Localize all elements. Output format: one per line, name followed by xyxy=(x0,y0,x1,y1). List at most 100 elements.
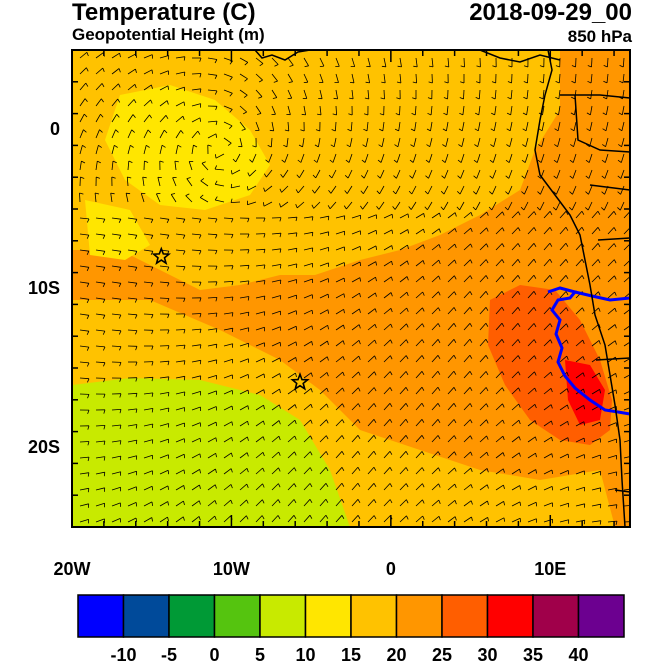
wind-barb xyxy=(605,137,609,147)
wind-barb xyxy=(167,361,170,366)
wind-barb xyxy=(383,467,391,475)
wind-barb xyxy=(598,340,601,345)
wind-barb xyxy=(271,388,280,395)
wind-barb xyxy=(389,451,393,455)
wind-barb xyxy=(271,373,280,379)
wind-barb xyxy=(166,100,169,105)
wind-barb xyxy=(613,211,617,215)
wind-barb xyxy=(537,159,542,163)
wind-barb xyxy=(79,265,89,268)
wind-barb xyxy=(460,169,465,179)
wind-barb xyxy=(111,329,122,332)
wind-barb xyxy=(326,356,329,361)
wind-barb xyxy=(463,338,471,347)
wind-barb xyxy=(475,201,481,211)
wind-barb xyxy=(444,169,449,179)
wind-barb xyxy=(519,485,521,490)
wind-barb xyxy=(399,73,402,84)
wind-barb xyxy=(167,314,170,319)
wind-barb xyxy=(527,436,536,443)
wind-barb xyxy=(623,374,630,379)
wind-barb xyxy=(607,324,616,331)
wind-barb xyxy=(410,201,417,210)
wind-barb xyxy=(506,144,510,148)
wind-barb xyxy=(543,242,551,251)
wind-barb xyxy=(367,89,370,100)
wind-barb xyxy=(247,296,250,301)
wind-barb xyxy=(351,277,361,283)
wind-barb xyxy=(215,422,217,427)
wind-barb xyxy=(414,121,417,131)
wind-barb xyxy=(311,189,315,194)
wind-barb xyxy=(486,435,489,440)
wind-barb xyxy=(159,516,168,523)
wind-barb xyxy=(111,281,121,284)
wind-barb xyxy=(127,129,133,139)
wind-barb xyxy=(303,278,313,283)
wind-barb xyxy=(392,206,396,210)
wind-barb xyxy=(223,499,232,507)
wind-barb xyxy=(150,251,154,255)
wind-barb xyxy=(287,483,295,491)
wind-barb xyxy=(525,121,529,131)
wind-barb xyxy=(299,169,305,178)
wind-barb xyxy=(507,201,513,211)
wind-barb xyxy=(412,97,417,100)
wind-barb xyxy=(502,211,505,216)
wind-barb xyxy=(559,420,568,427)
wind-barb xyxy=(428,169,433,179)
wind-barb xyxy=(527,243,535,251)
wind-barb xyxy=(375,261,377,266)
wind-barb xyxy=(373,499,377,504)
wind-barb xyxy=(150,235,154,240)
wind-barb xyxy=(127,145,131,155)
wind-barb xyxy=(443,112,448,116)
wind-barb xyxy=(373,515,377,520)
wind-barb xyxy=(215,183,225,187)
wind-barb xyxy=(118,68,121,73)
wind-barb xyxy=(555,65,560,68)
wind-barb xyxy=(359,308,361,313)
wind-barb xyxy=(335,246,345,251)
wind-barb xyxy=(102,67,105,72)
wind-barb xyxy=(207,359,217,363)
wind-barb xyxy=(585,159,590,163)
wind-barb xyxy=(247,201,257,206)
wind-barb xyxy=(95,161,98,171)
wind-barb xyxy=(303,435,311,443)
wind-barb xyxy=(421,467,425,472)
wind-barb xyxy=(582,339,585,344)
wind-barb xyxy=(383,260,392,267)
wind-barb xyxy=(119,456,122,461)
wind-barb xyxy=(495,322,503,331)
wind-barb xyxy=(632,358,633,362)
wind-barb xyxy=(175,217,185,220)
wind-barb xyxy=(438,244,441,249)
wind-barb xyxy=(459,97,464,100)
wind-barb xyxy=(543,323,551,331)
wind-barb xyxy=(183,376,186,381)
wind-barb xyxy=(223,327,233,331)
wind-barb xyxy=(239,342,249,347)
wind-barb xyxy=(415,275,424,283)
wind-barb xyxy=(311,325,313,330)
wind-barb xyxy=(374,371,377,376)
wind-barb xyxy=(415,355,423,363)
wind-barb xyxy=(95,297,105,300)
wind-barb xyxy=(427,97,432,100)
wind-barb xyxy=(632,472,633,476)
wind-barb xyxy=(287,467,295,475)
wind-barb xyxy=(540,153,545,163)
wind-barb xyxy=(191,117,201,123)
wind-barb xyxy=(511,403,519,411)
wind-barb xyxy=(485,403,489,408)
wind-barb xyxy=(437,387,441,391)
wind-barb xyxy=(255,342,265,347)
wind-barb xyxy=(277,499,281,504)
wind-barb xyxy=(295,373,297,378)
wind-barb xyxy=(126,192,131,195)
wind-barb xyxy=(135,424,138,429)
wind-barb xyxy=(79,361,90,364)
wind-barb xyxy=(431,259,440,267)
wind-barb xyxy=(411,113,416,116)
